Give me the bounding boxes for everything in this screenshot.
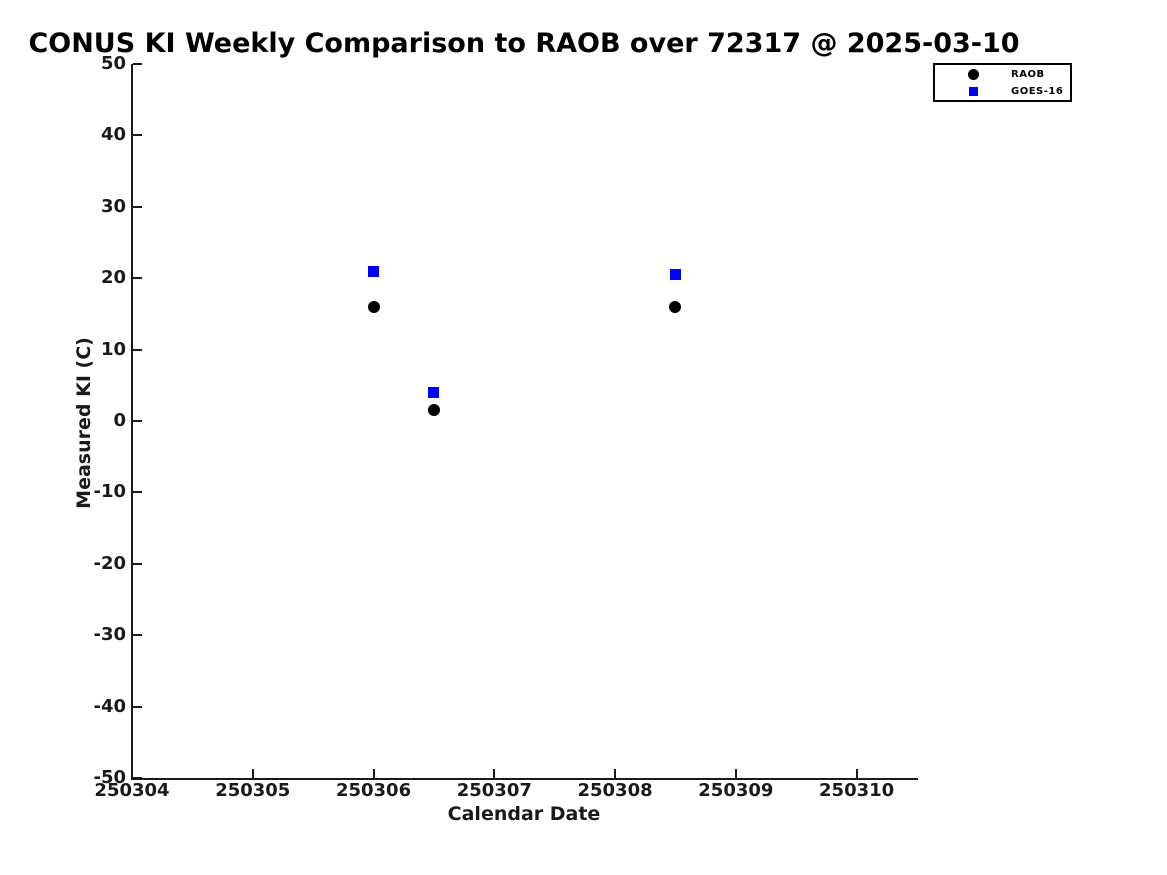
legend-label: RAOB xyxy=(1011,68,1045,80)
x-tick-mark xyxy=(734,769,737,778)
y-tick-mark xyxy=(133,348,142,351)
y-tick-mark xyxy=(133,277,142,280)
y-tick-label: -30 xyxy=(93,624,126,646)
legend-item-goes-16: GOES-16 xyxy=(935,83,1070,100)
y-tick-mark xyxy=(133,705,142,708)
plot-area xyxy=(131,64,918,780)
goes-16-marker xyxy=(368,265,380,277)
x-tick-label: 250307 xyxy=(456,780,532,801)
x-axis-label: Calendar Date xyxy=(447,803,601,825)
x-tick-mark xyxy=(855,769,858,778)
y-tick-mark xyxy=(133,63,142,65)
x-tick-label: 250309 xyxy=(698,780,774,801)
legend-marker-cell xyxy=(935,86,1011,96)
goes-16-marker xyxy=(428,386,440,398)
legend-item-raob: RAOB xyxy=(935,66,1070,83)
square-marker-icon xyxy=(968,86,978,96)
y-tick-label: -20 xyxy=(93,552,126,574)
y-tick-mark xyxy=(133,562,142,565)
x-tick-mark xyxy=(614,769,617,778)
y-tick-mark xyxy=(133,491,142,494)
raob-marker xyxy=(669,300,682,313)
chart-title: CONUS KI Weekly Comparison to RAOB over … xyxy=(28,28,1020,59)
x-tick-label: 250308 xyxy=(577,780,653,801)
y-tick-label: 10 xyxy=(100,338,126,360)
x-tick-mark xyxy=(131,769,133,778)
y-tick-mark xyxy=(133,634,142,637)
x-tick-mark xyxy=(251,769,254,778)
legend: RAOB GOES-16 xyxy=(933,63,1072,102)
y-tick-label: 20 xyxy=(100,267,126,289)
y-tick-label: 0 xyxy=(113,410,126,431)
x-tick-label: 250305 xyxy=(215,780,291,801)
y-tick-mark xyxy=(133,134,142,137)
legend-marker-cell xyxy=(935,68,1011,80)
raob-marker xyxy=(427,404,440,417)
raob-marker xyxy=(367,300,380,313)
y-tick-mark xyxy=(133,205,142,208)
x-tick-label: 250310 xyxy=(819,780,895,801)
y-tick-label: 30 xyxy=(100,195,126,217)
x-tick-label: 250306 xyxy=(335,780,412,801)
legend-label: GOES-16 xyxy=(1011,85,1064,97)
goes-16-marker xyxy=(669,269,681,281)
x-tick-mark xyxy=(493,769,496,778)
y-tick-label: 50 xyxy=(100,53,126,74)
x-tick-mark xyxy=(372,769,375,778)
y-tick-label: -10 xyxy=(93,481,126,503)
y-tick-mark xyxy=(133,777,142,779)
y-tick-label: -50 xyxy=(93,767,126,788)
y-tick-label: 40 xyxy=(100,124,126,146)
x-tick-label: 250304 xyxy=(94,780,170,801)
y-tick-label: -40 xyxy=(93,695,126,717)
y-tick-mark xyxy=(133,420,142,422)
circle-marker-icon xyxy=(967,68,979,80)
